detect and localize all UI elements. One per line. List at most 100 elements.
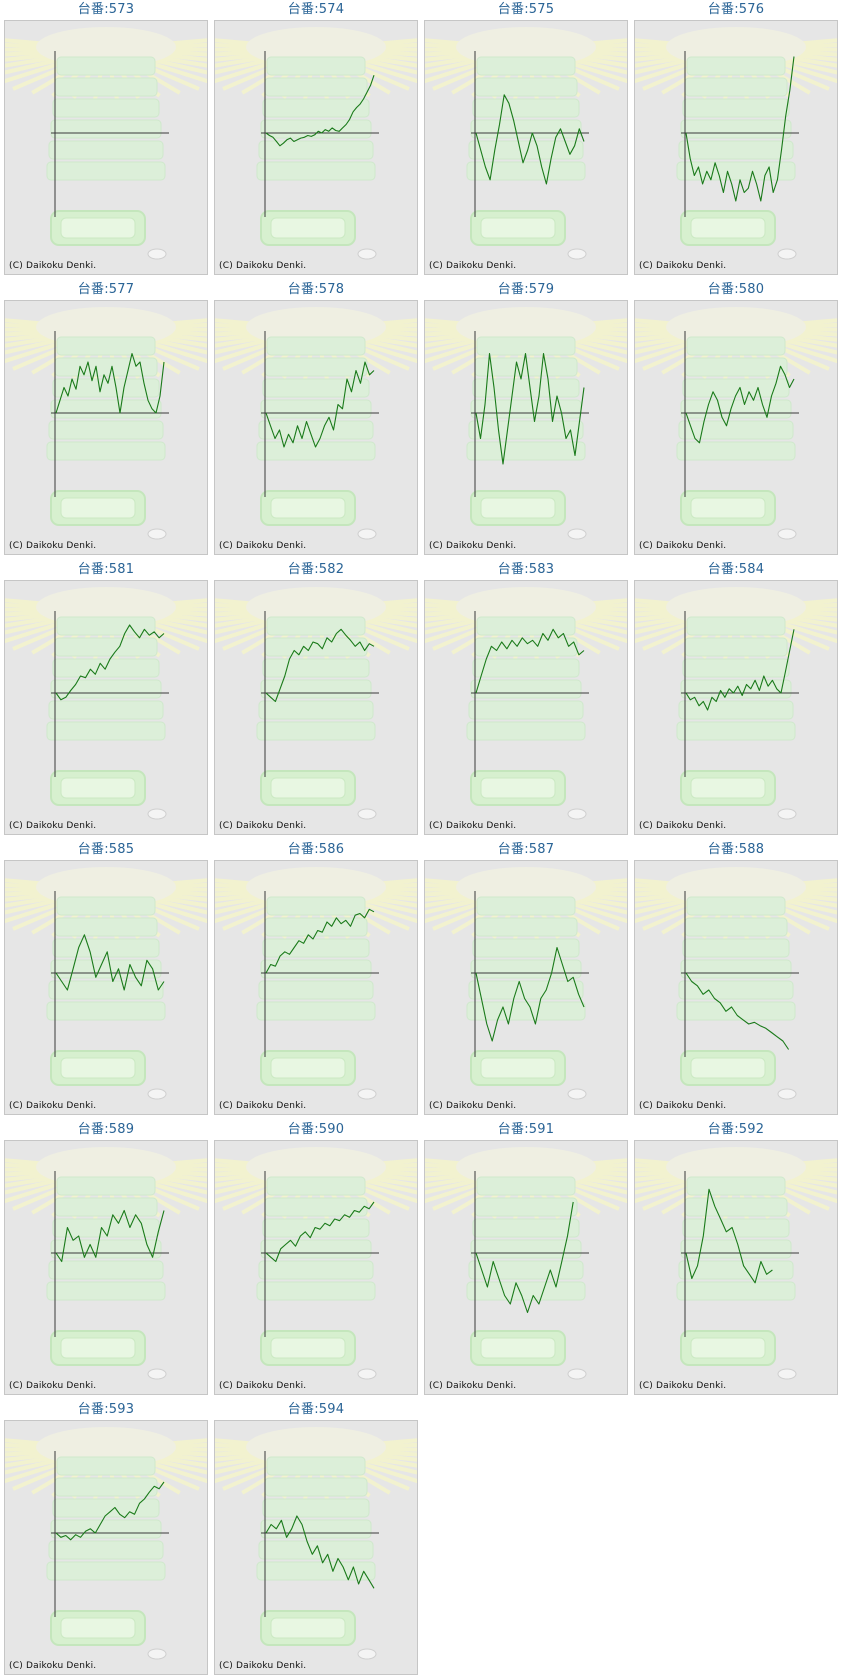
graph-cell[interactable]: 台番:582 (C) Daikoku Denki. — [214, 560, 418, 835]
graph-cell[interactable]: 台番:577 (C) Daikoku Denki. — [4, 280, 208, 555]
machine-number-title[interactable]: 台番:592 — [707, 1122, 765, 1137]
machine-stack-block — [262, 1498, 370, 1518]
graph-cell[interactable]: 台番:576 (C) Daikoku Denki. — [634, 0, 838, 275]
graph-cell[interactable]: 台番:581 (C) Daikoku Denki. — [4, 560, 208, 835]
slump-line — [55, 352, 165, 414]
graph-cell[interactable]: 台番:584 (C) Daikoku Denki. — [634, 560, 838, 835]
copyright-text: (C) Daikoku Denki. — [9, 1101, 97, 1111]
slump-graph — [425, 307, 627, 540]
machine-stack-block — [46, 1001, 166, 1021]
graph-cell[interactable]: 台番:586 (C) Daikoku Denki. — [214, 840, 418, 1115]
graph-cell[interactable]: 台番:579 (C) Daikoku Denki. — [424, 280, 628, 555]
graph-cell[interactable]: 台番:575 (C) Daikoku Denki. — [424, 0, 628, 275]
machine-number-title[interactable]: 台番:580 — [707, 282, 765, 297]
copyright-text: (C) Daikoku Denki. — [639, 1381, 727, 1391]
machine-number-title[interactable]: 台番:573 — [77, 2, 135, 17]
machine-number-title[interactable]: 台番:583 — [497, 562, 555, 577]
graph-cell[interactable]: 台番:578 (C) Daikoku Denki. — [214, 280, 418, 555]
machine-number-title[interactable]: 台番:586 — [287, 842, 345, 857]
slump-graph — [425, 587, 627, 820]
background-illustration — [215, 587, 417, 820]
machine-number-title[interactable]: 台番:576 — [707, 2, 765, 17]
machine-number-title[interactable]: 台番:585 — [77, 842, 135, 857]
slump-line — [265, 1201, 375, 1263]
graph-cell[interactable]: 台番:589 (C) Daikoku Denki. — [4, 1120, 208, 1395]
background-illustration — [215, 1427, 417, 1660]
machine-number-title[interactable]: 台番:587 — [497, 842, 555, 857]
background-illustration — [635, 587, 837, 820]
machine-number-title[interactable]: 台番:579 — [497, 282, 555, 297]
machine-number-title[interactable]: 台番:575 — [497, 2, 555, 17]
graph-cell[interactable]: 台番:594 (C) Daikoku Denki. — [214, 1400, 418, 1675]
machine-number-title[interactable]: 台番:584 — [707, 562, 765, 577]
copyright-text: (C) Daikoku Denki. — [429, 821, 517, 831]
graph-cell[interactable]: 台番:583 (C) Daikoku Denki. — [424, 560, 628, 835]
machine-number-title[interactable]: 台番:578 — [287, 282, 345, 297]
graph-panel: (C) Daikoku Denki. — [214, 580, 418, 835]
graph-panel: (C) Daikoku Denki. — [214, 1140, 418, 1395]
machine-stack-block — [56, 616, 156, 636]
graph-cell[interactable]: 台番:574 (C) Daikoku Denki. — [214, 0, 418, 275]
copyright-text: (C) Daikoku Denki. — [639, 261, 727, 271]
coin-icon — [357, 808, 377, 820]
graph-panel: (C) Daikoku Denki. — [4, 300, 208, 555]
machine-stack-block — [470, 959, 582, 979]
machine-stack-block — [258, 700, 374, 720]
copyright-text: (C) Daikoku Denki. — [219, 1101, 307, 1111]
machine-number-title[interactable]: 台番:588 — [707, 842, 765, 857]
coin-icon — [777, 248, 797, 260]
slump-graph — [5, 1427, 207, 1660]
graph-cell[interactable]: 台番:590 (C) Daikoku Denki. — [214, 1120, 418, 1395]
machine-stack-block — [680, 119, 792, 139]
machine-number-title[interactable]: 台番:582 — [287, 562, 345, 577]
graph-panel: (C) Daikoku Denki. — [634, 580, 838, 835]
coin-icon — [567, 1088, 587, 1100]
slump-graph — [425, 867, 627, 1100]
slump-line — [685, 1188, 773, 1284]
machine-stack-block — [46, 161, 166, 181]
tray-inner — [480, 497, 556, 519]
machine-number-title[interactable]: 台番:591 — [497, 1122, 555, 1137]
slump-graph — [5, 1147, 207, 1380]
machine-stack-block — [476, 56, 576, 76]
graph-cell[interactable]: 台番:591 (C) Daikoku Denki. — [424, 1120, 628, 1395]
graph-cell[interactable]: 台番:580 (C) Daikoku Denki. — [634, 280, 838, 555]
copyright-text: (C) Daikoku Denki. — [639, 1101, 727, 1111]
machine-stack-block — [258, 980, 374, 1000]
machine-number-title[interactable]: 台番:594 — [287, 1402, 345, 1417]
machine-number-title[interactable]: 台番:577 — [77, 282, 135, 297]
graph-cell[interactable]: 台番:588 (C) Daikoku Denki. — [634, 840, 838, 1115]
machine-number-title[interactable]: 台番:590 — [287, 1122, 345, 1137]
machine-stack-block — [46, 441, 166, 461]
graph-panel: (C) Daikoku Denki. — [4, 1420, 208, 1675]
slump-line — [55, 934, 165, 991]
machine-stack-block — [262, 378, 370, 398]
copyright-text: (C) Daikoku Denki. — [219, 1661, 307, 1671]
graph-cell[interactable]: 台番:573 (C) Daikoku Denki. — [4, 0, 208, 275]
graph-cell[interactable]: 台番:587 (C) Daikoku Denki. — [424, 840, 628, 1115]
slump-line — [55, 1209, 165, 1263]
machine-stack-block — [676, 721, 796, 741]
coin-icon — [357, 528, 377, 540]
machine-stack-block — [686, 1176, 786, 1196]
machine-stack-block — [476, 896, 576, 916]
graph-cell[interactable]: 台番:593 (C) Daikoku Denki. — [4, 1400, 208, 1675]
machine-number-title[interactable]: 台番:593 — [77, 1402, 135, 1417]
machine-stack-block — [466, 721, 586, 741]
tray-inner — [60, 777, 136, 799]
graph-cell[interactable]: 台番:592 (C) Daikoku Denki. — [634, 1120, 838, 1395]
slump-graph — [635, 1147, 837, 1380]
machine-number-title[interactable]: 台番:574 — [287, 2, 345, 17]
graph-cell[interactable]: 台番:585 (C) Daikoku Denki. — [4, 840, 208, 1115]
slump-line — [265, 361, 375, 448]
machine-stack-block — [684, 637, 788, 657]
copyright-text: (C) Daikoku Denki. — [639, 821, 727, 831]
machine-number-title[interactable]: 台番:581 — [77, 562, 135, 577]
tray-inner — [480, 1057, 556, 1079]
machine-stack-block — [472, 1218, 580, 1238]
machine-number-title[interactable]: 台番:589 — [77, 1122, 135, 1137]
machine-stack-block — [46, 1561, 166, 1581]
machine-stack-block — [264, 1477, 368, 1497]
machine-stack-block — [470, 399, 582, 419]
machine-stack-block — [682, 938, 790, 958]
